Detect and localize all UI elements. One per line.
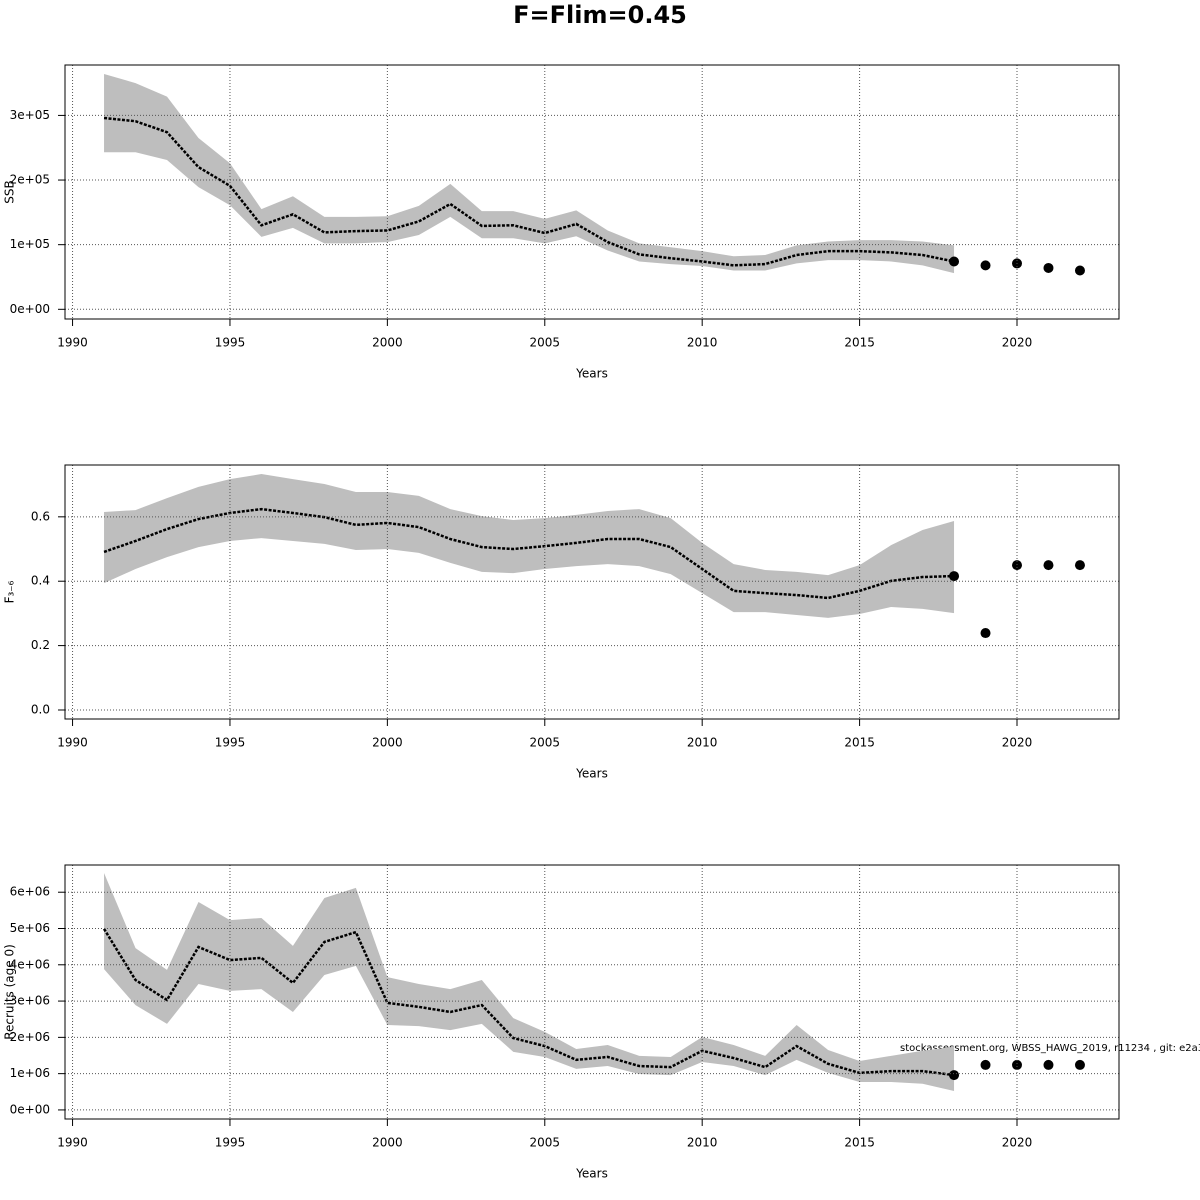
forecast-point — [949, 256, 960, 267]
y-tick-label: 2e+06 — [10, 1030, 50, 1044]
y-axis-label: F₃₋₆ — [3, 580, 17, 603]
forecast-point — [980, 1059, 991, 1070]
y-axis-label: Recruits (age 0) — [3, 944, 17, 1040]
y-tick-label: 5e+06 — [10, 921, 50, 935]
main-title: F=Flim=0.45 — [513, 1, 687, 29]
x-tick-label: 1990 — [57, 1136, 88, 1150]
y-axis-label: SSB — [3, 180, 17, 203]
forecast-point — [1074, 560, 1085, 571]
x-tick-label: 1995 — [215, 336, 246, 350]
x-tick-label: 2000 — [372, 336, 403, 350]
x-tick-label: 2000 — [372, 736, 403, 750]
y-tick-label: 0.2 — [31, 638, 50, 652]
x-tick-label: 2015 — [844, 736, 875, 750]
plot-frame — [64, 464, 1120, 720]
estimate-line — [103, 507, 955, 600]
y-tick-label: 6e+06 — [10, 885, 50, 899]
plot-frame — [64, 64, 1120, 320]
x-tick-label: 2000 — [372, 1136, 403, 1150]
x-axis-label: Years — [575, 367, 608, 381]
confidence-band — [104, 74, 955, 274]
x-tick-label: 2020 — [1002, 336, 1033, 350]
x-tick-label: 1990 — [57, 736, 88, 750]
estimate-line — [102, 928, 955, 1077]
forecast-point — [1074, 265, 1085, 276]
y-tick-label: 3e+06 — [10, 994, 50, 1008]
x-tick-label: 1995 — [215, 1136, 246, 1150]
forecast-point — [1012, 560, 1022, 571]
forecast-point — [949, 1070, 960, 1081]
forecast-point — [980, 260, 991, 271]
y-tick-label: 0.0 — [31, 702, 50, 716]
x-tick-label: 2005 — [530, 336, 561, 350]
y-tick-label: 1e+05 — [10, 237, 50, 251]
x-tick-label: 2015 — [844, 1136, 875, 1150]
forecast-point — [1012, 1059, 1022, 1070]
plot-frame — [64, 864, 1120, 1120]
x-tick-label: 2010 — [687, 736, 718, 750]
forecast-point — [980, 628, 991, 639]
y-tick-label: 0e+00 — [10, 1102, 50, 1116]
y-tick-label: 0.4 — [31, 574, 50, 588]
x-tick-label: 1995 — [215, 736, 246, 750]
y-tick-label: 0.6 — [31, 509, 50, 523]
y-tick-label: 3e+05 — [10, 108, 50, 122]
confidence-band — [104, 872, 955, 1092]
y-tick-label: 2e+05 — [10, 173, 50, 187]
annotation: stockassessment.org, WBSS_HAWG_2019, r11… — [900, 1043, 1200, 1054]
confidence-band — [104, 474, 955, 618]
x-axis-label: Years — [575, 1167, 608, 1181]
x-tick-label: 2020 — [1002, 736, 1033, 750]
x-tick-label: 2020 — [1002, 1136, 1033, 1150]
y-tick-label: 1e+06 — [10, 1066, 50, 1080]
forecast-point — [949, 571, 960, 582]
x-axis-label: Years — [575, 767, 608, 781]
forecast-point — [1043, 1059, 1054, 1070]
x-tick-label: 2005 — [530, 1136, 561, 1150]
forecast-point — [1043, 560, 1054, 571]
y-tick-label: 0e+00 — [10, 302, 50, 316]
x-tick-label: 2005 — [530, 736, 561, 750]
x-tick-label: 2010 — [687, 1136, 718, 1150]
y-tick-label: 4e+06 — [10, 957, 50, 971]
x-tick-label: 2015 — [844, 336, 875, 350]
x-tick-label: 1990 — [57, 336, 88, 350]
estimate-line — [103, 116, 955, 267]
x-tick-label: 2010 — [687, 336, 718, 350]
forecast-point — [1074, 1059, 1085, 1070]
forecast-point — [1043, 262, 1054, 273]
